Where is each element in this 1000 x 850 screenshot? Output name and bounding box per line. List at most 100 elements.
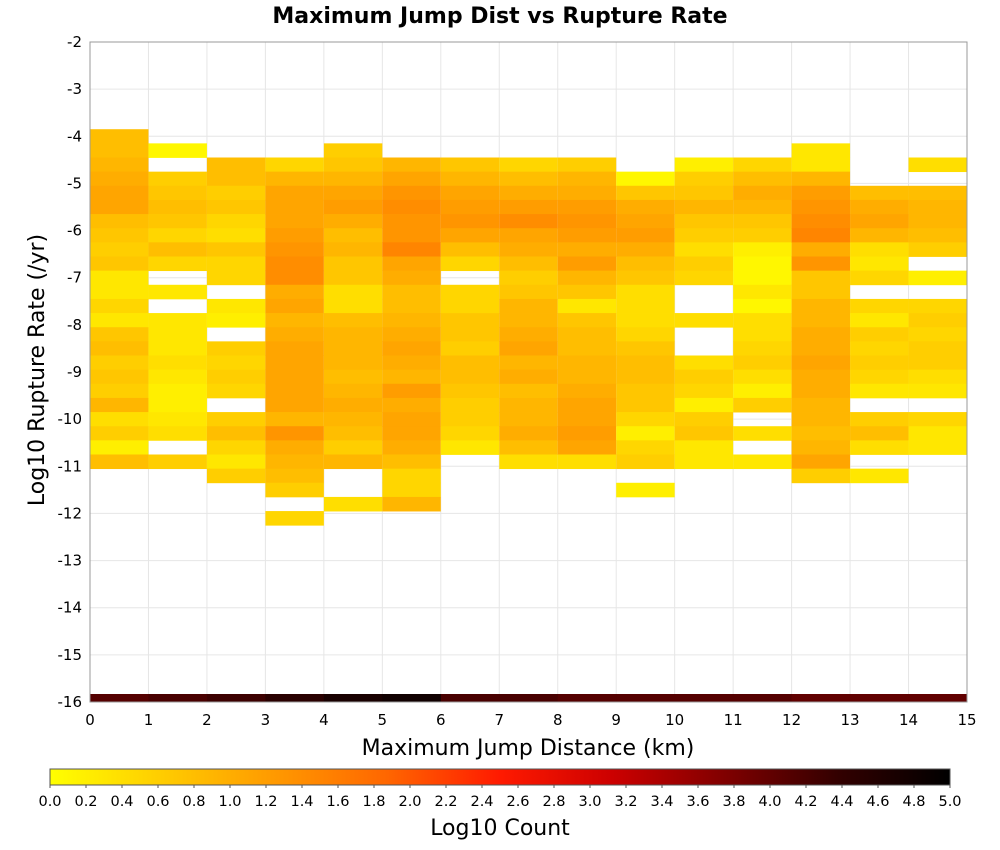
x-tick-label: 6 — [436, 711, 446, 729]
heatmap-cell — [440, 426, 500, 441]
heatmap-cell — [323, 214, 383, 229]
heatmap-cell — [265, 383, 324, 399]
heatmap-cell — [499, 228, 558, 243]
heatmap-cell — [733, 171, 792, 187]
heatmap-cell — [440, 313, 500, 328]
heatmap-cell — [265, 327, 324, 342]
heatmap-cell — [206, 256, 266, 272]
heatmap-cell — [90, 185, 149, 201]
y-tick-label: -14 — [58, 599, 83, 617]
heatmap-cell — [791, 214, 851, 229]
heatmap-cell — [148, 199, 207, 215]
heatmap-cell — [265, 412, 324, 427]
heatmap-cell — [674, 157, 734, 173]
heatmap-cell — [791, 284, 851, 300]
heatmap-cell — [90, 440, 149, 455]
heatmap-cell — [440, 341, 500, 356]
heatmap-cell — [674, 454, 734, 470]
x-tick-label: 9 — [611, 711, 621, 729]
heatmap-cell — [206, 313, 266, 328]
heatmap-cell — [323, 171, 383, 187]
heatmap-cell — [90, 256, 149, 272]
heatmap-cell — [265, 511, 324, 526]
heatmap-cell — [791, 313, 851, 328]
heatmap-cell — [148, 383, 207, 399]
heatmap-cell — [499, 412, 558, 427]
heatmap-cell — [440, 185, 500, 201]
heatmap-cell — [616, 284, 675, 300]
heatmap-cell — [90, 313, 149, 328]
heatmap-cell — [323, 369, 383, 385]
plot-border — [89, 41, 968, 703]
heatmap-cell — [850, 242, 909, 257]
heatmap-cell — [206, 270, 266, 286]
heatmap-cell — [323, 157, 383, 173]
y-tick-label: -11 — [58, 457, 83, 475]
heatmap-cell — [382, 369, 441, 385]
heatmap-cell — [557, 327, 617, 342]
colorbar-tick-label: 4.4 — [830, 794, 853, 810]
heatmap-cell — [265, 298, 324, 314]
heatmap-cell — [791, 143, 851, 158]
colorbar-tick-label: 1.4 — [290, 794, 313, 810]
heatmap-cell — [323, 440, 383, 455]
heatmap-cell — [616, 228, 675, 243]
heatmap-cell — [499, 313, 558, 328]
heatmap-cell — [674, 185, 734, 201]
heatmap-cell — [265, 482, 324, 498]
heatmap-cell — [499, 397, 558, 413]
heatmap-cell — [908, 440, 967, 455]
heatmap-cell — [382, 482, 441, 498]
heatmap-cell — [908, 313, 967, 328]
heatmap-cell — [148, 412, 207, 427]
heatmap-cell — [148, 185, 207, 201]
colorbar-tick-label: 4.6 — [866, 794, 889, 810]
heatmap-cell — [674, 426, 734, 441]
heatmap-cell — [850, 341, 909, 356]
heatmap-cell — [265, 284, 324, 300]
heatmap-cell — [382, 383, 441, 399]
heatmap-cell — [733, 157, 792, 173]
heatmap-cell — [440, 284, 500, 300]
heatmap-cell — [382, 298, 441, 314]
heatmap-cell — [557, 214, 617, 229]
heatmap-cell — [440, 214, 500, 229]
heatmap-cell — [323, 256, 383, 272]
heatmap-cell — [382, 228, 441, 243]
heatmap-cell — [557, 256, 617, 272]
heatmap-cell — [908, 412, 967, 427]
heatmap-cell — [908, 298, 967, 314]
heatmap-cell — [265, 242, 324, 257]
heatmap-cell — [148, 171, 207, 187]
y-tick-label: -5 — [67, 174, 82, 192]
heatmap-cell — [148, 228, 207, 243]
heatmap-cell — [850, 298, 909, 314]
heatmap-cell — [323, 313, 383, 328]
heatmap-cell — [206, 355, 266, 371]
marginal-cell — [850, 694, 909, 702]
heatmap-cell — [265, 256, 324, 272]
heatmap-cell — [382, 496, 441, 512]
heatmap-cell — [440, 199, 500, 215]
heatmap-cell — [382, 454, 441, 470]
marginal-cell — [616, 694, 676, 702]
heatmap-cell — [499, 454, 558, 470]
heatmap-cell — [499, 199, 558, 215]
colorbar-tick-label: 3.6 — [686, 794, 709, 810]
heatmap-cell — [265, 440, 324, 455]
y-tick-label: -6 — [67, 222, 82, 240]
heatmap-cell — [850, 228, 909, 243]
heatmap-cell — [791, 341, 851, 356]
heatmap-cell — [557, 199, 617, 215]
heatmap-cell — [908, 341, 967, 356]
heatmap-cell — [265, 468, 324, 484]
heatmap-cell — [557, 369, 617, 385]
heatmap-cell — [90, 341, 149, 356]
colorbar-tick-label: 2.4 — [470, 794, 493, 810]
x-tick-label: 3 — [261, 711, 271, 729]
heatmap-cell — [557, 242, 617, 257]
heatmap-cell — [791, 327, 851, 342]
heatmap-cell — [265, 270, 324, 286]
x-tick-label: 1 — [144, 711, 154, 729]
colorbar-tick-label: 3.0 — [578, 794, 601, 810]
